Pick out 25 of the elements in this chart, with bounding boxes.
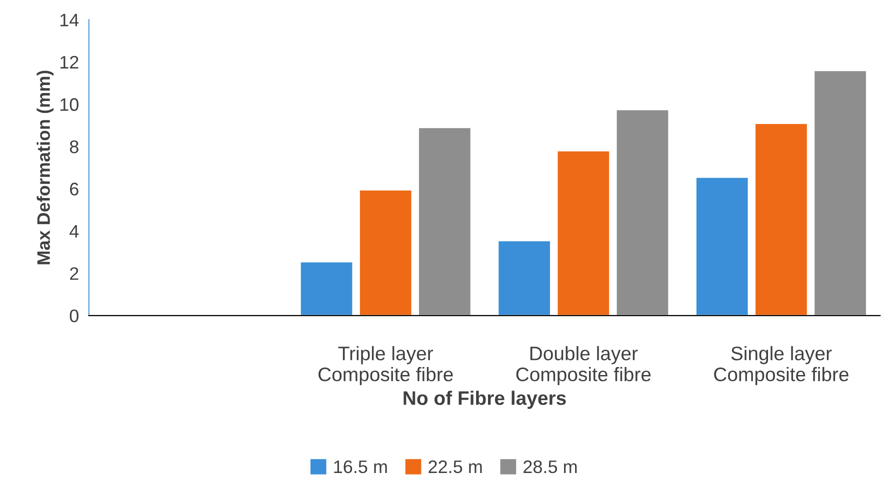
legend-label: 16.5 m — [334, 460, 387, 474]
bar — [754, 122, 808, 316]
y-axis-title: Max Deformation (mm) — [36, 70, 54, 264]
y-tick-label: 4 — [70, 225, 79, 238]
bar — [358, 189, 413, 316]
bar — [497, 240, 552, 316]
bar — [813, 70, 868, 316]
y-tick-label: 12 — [60, 56, 78, 69]
y-tick-label: 0 — [70, 309, 78, 322]
legend-label: 22.5 m — [428, 460, 482, 474]
x-axis-title: No of Fibre layers — [404, 390, 566, 409]
x-tick-label: Double layer Composite fibre — [516, 346, 651, 386]
y-tick-label: 6 — [70, 182, 78, 196]
x-tick-label: Triple layer Composite fibre — [318, 346, 453, 386]
bar — [299, 260, 354, 316]
y-tick-label: 14 — [60, 14, 79, 26]
y-tick-label: 8 — [70, 140, 78, 154]
bar — [556, 150, 610, 316]
x-tick-label: Single layer Composite fibre — [714, 346, 848, 386]
legend-label: 28.5 m — [524, 460, 577, 474]
bar — [695, 176, 750, 316]
bar — [615, 108, 670, 316]
y-tick-label: 10 — [60, 98, 78, 111]
bar — [418, 126, 472, 316]
y-tick-label: 2 — [70, 267, 78, 280]
